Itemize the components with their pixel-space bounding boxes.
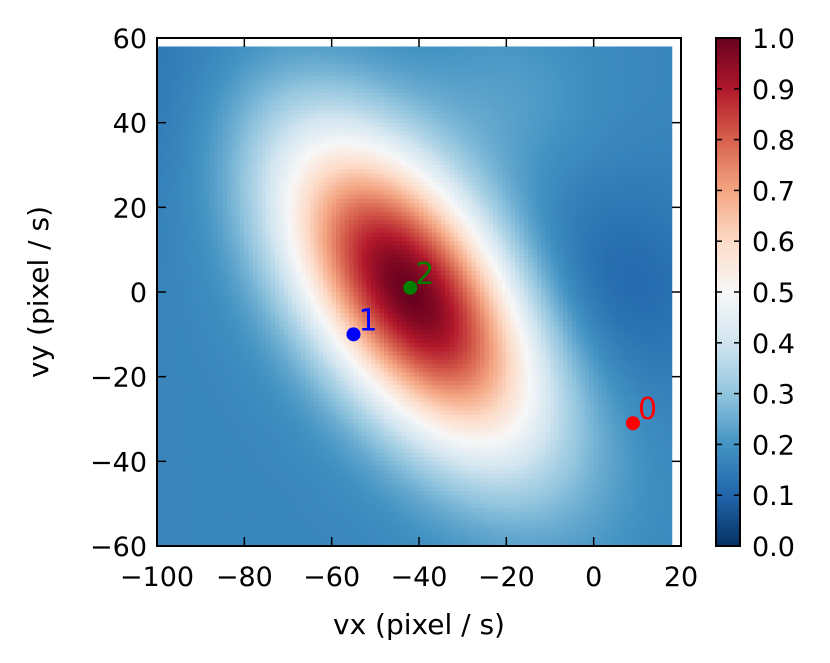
colorbar-tick-label: 0.7 bbox=[752, 176, 795, 207]
x-axis: −100 −80 −60 −40 −20 0 20 bbox=[120, 38, 698, 593]
point-2-label: 2 bbox=[415, 257, 434, 292]
highlight-points: 0 1 2 bbox=[346, 257, 657, 431]
colorbar-tick-label: 0.2 bbox=[752, 430, 795, 461]
colorbar-tick-label: 0.8 bbox=[752, 126, 795, 157]
colorbar-tick-label: 0.3 bbox=[752, 380, 795, 411]
point-0-label: 0 bbox=[638, 392, 657, 427]
y-tick-label: −60 bbox=[90, 532, 147, 563]
colorbar-tick-label: 0.4 bbox=[752, 329, 795, 360]
x-axis-label: vx (pixel / s) bbox=[333, 608, 505, 641]
point-1-label: 1 bbox=[359, 303, 378, 338]
point-1-marker bbox=[346, 327, 361, 342]
y-axis-label: vy (pixel / s) bbox=[22, 206, 55, 378]
point-2-marker bbox=[403, 280, 418, 295]
y-tick-label: −20 bbox=[90, 363, 147, 394]
x-tick-label: −60 bbox=[303, 562, 360, 593]
colorbar-tick-label: 0.5 bbox=[752, 278, 795, 309]
y-tick-label: 40 bbox=[113, 109, 147, 140]
x-tick-label: −40 bbox=[391, 562, 448, 593]
heatmap-field bbox=[157, 38, 681, 546]
colorbar-tick-label: 1.0 bbox=[752, 24, 795, 55]
y-tick-label: −40 bbox=[90, 447, 147, 478]
y-tick-label: 0 bbox=[130, 278, 147, 309]
x-tick-label: 20 bbox=[664, 562, 698, 593]
point-0-marker bbox=[625, 416, 640, 431]
colorbar-tick-label: 0.6 bbox=[752, 227, 795, 258]
colorbar: 0.0 0.1 0.2 0.3 0.4 0.5 0.6 0.7 0.8 0.9 1.0 bbox=[715, 24, 795, 563]
colorbar-tick-label: 0.0 bbox=[752, 532, 795, 563]
colorbar-tick-label: 0.9 bbox=[752, 75, 795, 106]
y-tick-label: 20 bbox=[113, 193, 147, 224]
x-tick-label: −100 bbox=[120, 562, 194, 593]
x-tick-label: −20 bbox=[478, 562, 535, 593]
colorbar-tick-label: 0.1 bbox=[752, 481, 795, 512]
y-tick-label: 60 bbox=[113, 24, 147, 55]
x-tick-label: 0 bbox=[585, 562, 602, 593]
x-tick-label: −80 bbox=[216, 562, 273, 593]
